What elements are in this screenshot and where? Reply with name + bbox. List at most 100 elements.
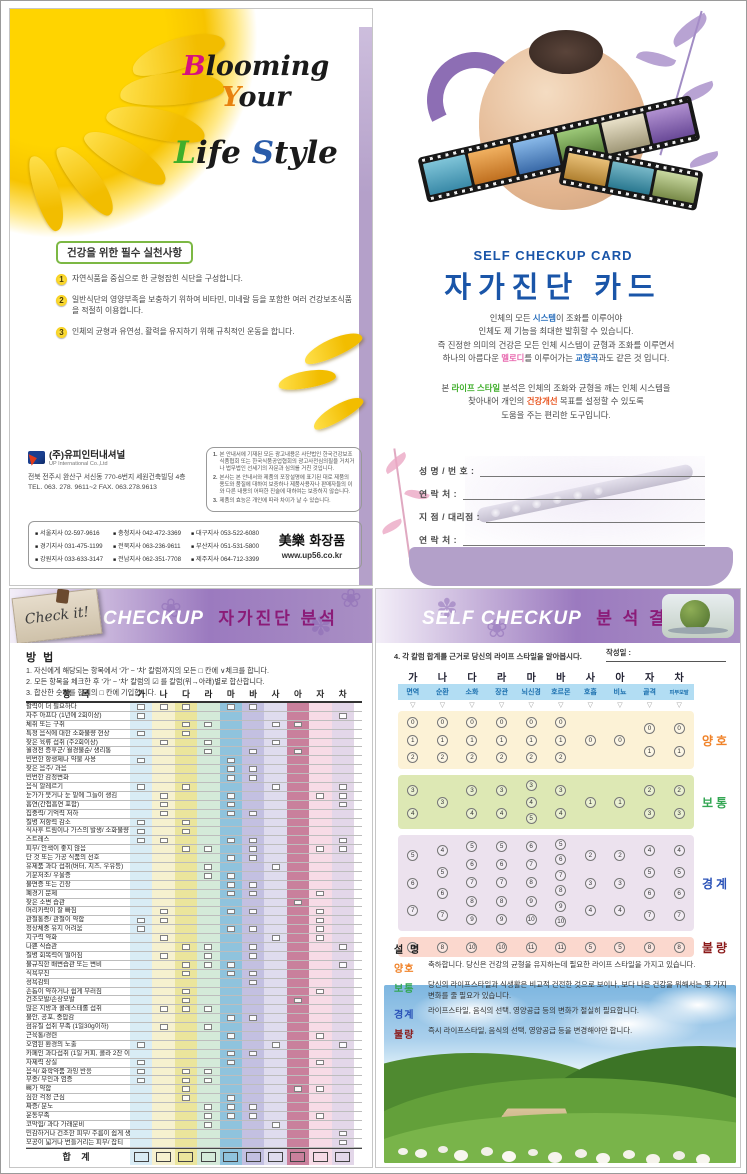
checkbox[interactable] bbox=[293, 899, 302, 906]
checkbox[interactable] bbox=[137, 828, 146, 835]
checkbox[interactable] bbox=[137, 1077, 146, 1084]
checkbox[interactable] bbox=[338, 801, 347, 808]
checkbox[interactable] bbox=[181, 1095, 190, 1101]
checkbox[interactable] bbox=[226, 801, 235, 808]
checkbox[interactable] bbox=[226, 855, 235, 861]
checkbox[interactable] bbox=[293, 721, 302, 728]
checkbox[interactable] bbox=[316, 1059, 325, 1066]
checkbox[interactable] bbox=[249, 766, 258, 772]
checkbox[interactable] bbox=[249, 810, 258, 817]
checkbox[interactable] bbox=[226, 704, 235, 710]
total-input-box[interactable] bbox=[223, 1151, 239, 1162]
checkbox[interactable] bbox=[137, 784, 146, 790]
checkbox[interactable] bbox=[159, 837, 168, 844]
checkbox[interactable] bbox=[293, 1086, 302, 1092]
checkbox[interactable] bbox=[181, 730, 190, 737]
checkbox[interactable] bbox=[249, 970, 258, 977]
checkbox[interactable] bbox=[159, 917, 168, 924]
checkbox[interactable] bbox=[271, 1122, 280, 1128]
form-field-line[interactable] bbox=[463, 486, 705, 500]
checkbox[interactable] bbox=[137, 926, 146, 932]
checkbox[interactable] bbox=[316, 793, 325, 799]
form-field-line[interactable] bbox=[463, 532, 705, 546]
total-input-box[interactable] bbox=[245, 1151, 261, 1162]
checkbox[interactable] bbox=[338, 1042, 347, 1048]
checkbox[interactable] bbox=[338, 1130, 347, 1137]
checkbox[interactable] bbox=[226, 926, 235, 932]
checkbox[interactable] bbox=[181, 784, 190, 790]
checkbox[interactable] bbox=[159, 1024, 168, 1030]
checkbox[interactable] bbox=[249, 882, 258, 888]
checkbox[interactable] bbox=[181, 962, 190, 968]
checkbox[interactable] bbox=[293, 748, 302, 755]
checkbox[interactable] bbox=[204, 846, 213, 852]
checkbox[interactable] bbox=[204, 1113, 213, 1119]
date-field[interactable]: 작성일 : bbox=[606, 647, 726, 662]
checkbox[interactable] bbox=[249, 704, 258, 710]
checkbox[interactable] bbox=[204, 864, 213, 870]
checkbox[interactable] bbox=[316, 1086, 325, 1092]
checkbox[interactable] bbox=[204, 1104, 213, 1110]
checkbox[interactable] bbox=[226, 882, 235, 888]
checkbox[interactable] bbox=[338, 944, 347, 950]
checkbox[interactable] bbox=[316, 1113, 325, 1119]
checkbox[interactable] bbox=[159, 739, 168, 746]
checkbox[interactable] bbox=[249, 890, 258, 897]
checkbox[interactable] bbox=[159, 810, 168, 817]
checkbox[interactable] bbox=[137, 1042, 146, 1048]
checkbox[interactable] bbox=[204, 1077, 213, 1084]
checkbox[interactable] bbox=[226, 1095, 235, 1101]
checkbox[interactable] bbox=[204, 944, 213, 950]
checkbox[interactable] bbox=[226, 890, 235, 897]
checkbox[interactable] bbox=[338, 846, 347, 852]
total-input-box[interactable] bbox=[335, 1151, 351, 1162]
checkbox[interactable] bbox=[249, 1104, 258, 1110]
checkbox[interactable] bbox=[271, 864, 280, 870]
checkbox[interactable] bbox=[338, 1139, 347, 1146]
checkbox[interactable] bbox=[137, 819, 146, 826]
checkbox[interactable] bbox=[249, 837, 258, 844]
checkbox[interactable] bbox=[226, 757, 235, 764]
checkbox[interactable] bbox=[204, 873, 213, 879]
checkbox[interactable] bbox=[159, 793, 168, 799]
total-input-box[interactable] bbox=[268, 1151, 284, 1162]
total-input-box[interactable] bbox=[156, 1151, 172, 1162]
checkbox[interactable] bbox=[181, 819, 190, 826]
checkbox[interactable] bbox=[204, 953, 213, 959]
checkbox[interactable] bbox=[226, 873, 235, 879]
checkbox[interactable] bbox=[316, 926, 325, 932]
checkbox[interactable] bbox=[159, 908, 168, 915]
checkbox[interactable] bbox=[204, 1024, 213, 1030]
checkbox[interactable] bbox=[181, 1068, 190, 1075]
checkbox[interactable] bbox=[204, 721, 213, 728]
checkbox[interactable] bbox=[181, 988, 190, 995]
checkbox[interactable] bbox=[271, 721, 280, 728]
checkbox[interactable] bbox=[316, 935, 325, 941]
checkbox[interactable] bbox=[316, 908, 325, 915]
checkbox[interactable] bbox=[159, 1006, 168, 1012]
checkbox[interactable] bbox=[181, 997, 190, 1004]
checkbox[interactable] bbox=[338, 962, 347, 968]
checkbox[interactable] bbox=[181, 1006, 190, 1012]
checkbox[interactable] bbox=[181, 704, 190, 710]
checkbox[interactable] bbox=[181, 970, 190, 977]
checkbox[interactable] bbox=[137, 730, 146, 737]
checkbox[interactable] bbox=[137, 917, 146, 924]
checkbox[interactable] bbox=[316, 846, 325, 852]
checkbox[interactable] bbox=[249, 748, 258, 755]
checkbox[interactable] bbox=[204, 739, 213, 746]
total-input-box[interactable] bbox=[290, 1151, 306, 1162]
checkbox[interactable] bbox=[316, 1033, 325, 1039]
checkbox[interactable] bbox=[226, 1015, 235, 1021]
checkbox[interactable] bbox=[181, 721, 190, 728]
checkbox[interactable] bbox=[249, 775, 258, 781]
checkbox[interactable] bbox=[226, 908, 235, 915]
checkbox[interactable] bbox=[249, 979, 258, 986]
checkbox[interactable] bbox=[226, 775, 235, 781]
checkbox[interactable] bbox=[316, 890, 325, 897]
checkbox[interactable] bbox=[159, 953, 168, 959]
checkbox[interactable] bbox=[226, 1104, 235, 1110]
checkbox[interactable] bbox=[249, 1050, 258, 1057]
checkbox[interactable] bbox=[226, 970, 235, 977]
checkbox[interactable] bbox=[249, 926, 258, 932]
